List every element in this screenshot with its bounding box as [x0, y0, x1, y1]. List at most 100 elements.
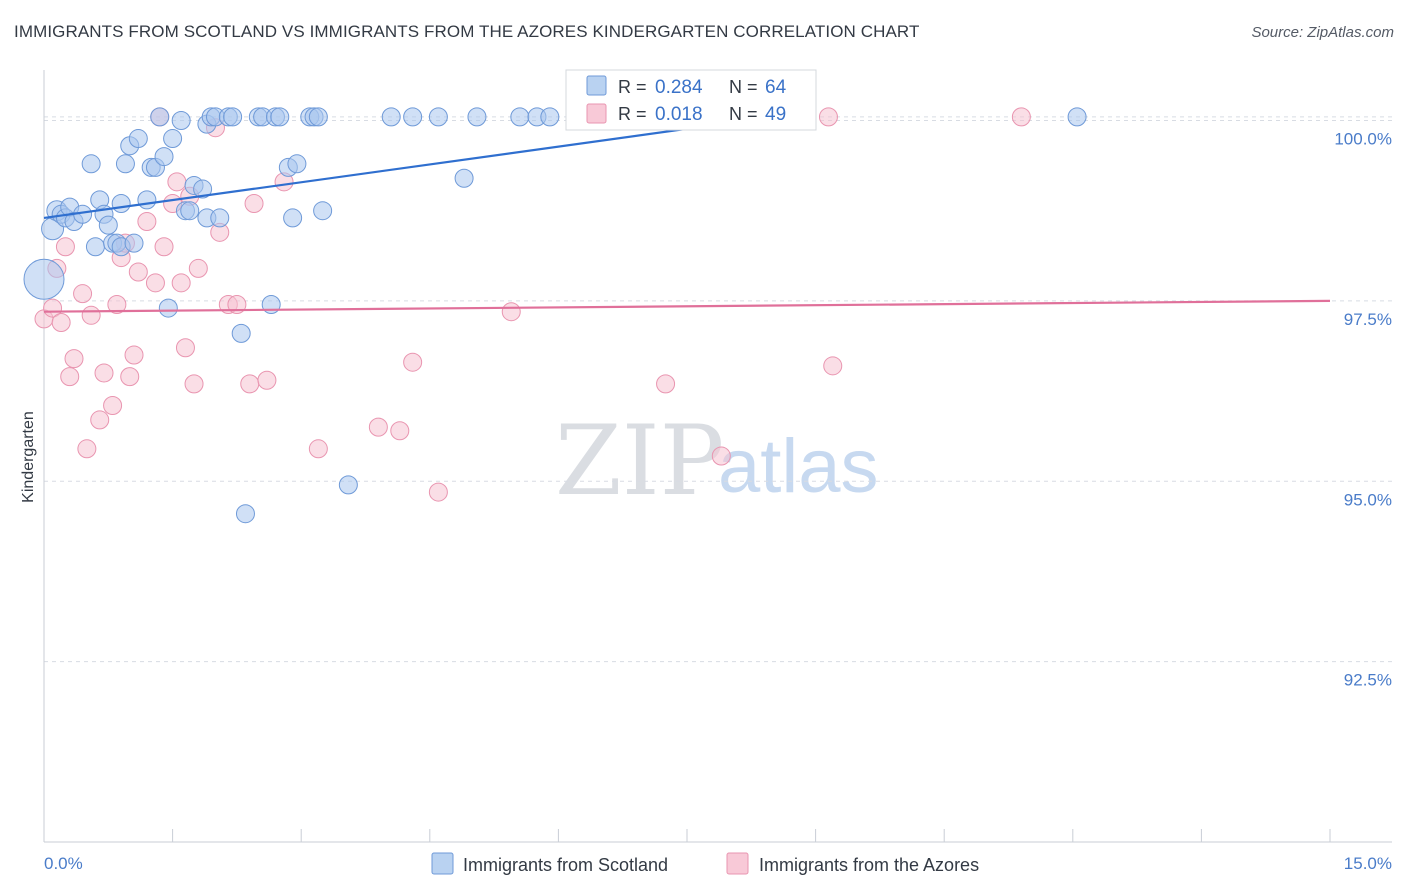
azores-point	[107, 294, 127, 314]
bottom-legend-swatch-azores	[726, 852, 749, 875]
trend-lines	[43, 115, 1331, 313]
scotland-trend-line	[43, 115, 773, 219]
scotland-point	[81, 154, 101, 174]
scotland-point	[428, 107, 448, 127]
azores-point	[368, 417, 388, 437]
scotland-point	[287, 154, 307, 174]
bottom-legend-label-scotland: Immigrants from Scotland	[463, 855, 668, 875]
azores-point	[128, 262, 148, 282]
azores-point	[403, 352, 423, 372]
azores-point	[73, 284, 93, 304]
y-tick-label: 92.5%	[1344, 671, 1392, 690]
azores-point	[171, 273, 191, 293]
azores-point	[124, 345, 144, 365]
azores-point	[656, 374, 676, 394]
azores-point	[184, 374, 204, 394]
scotland-point	[128, 129, 148, 149]
azores-point	[154, 237, 174, 257]
azores-point	[823, 356, 843, 376]
legend-r-label-azores: R =	[618, 104, 647, 124]
azores-point	[51, 313, 71, 333]
scotland-point	[231, 323, 251, 343]
chart-source: Source: ZipAtlas.com	[1251, 24, 1394, 41]
scotland-point	[163, 129, 183, 149]
scotland-point	[338, 475, 358, 495]
legend-n-value-azores: 49	[765, 104, 786, 125]
scotland-point	[540, 107, 560, 127]
watermark: ZIP atlas	[555, 405, 879, 517]
azores-point	[77, 439, 97, 459]
scotland-point	[171, 111, 191, 131]
scotland-point	[23, 258, 65, 300]
chart-title: IMMIGRANTS FROM SCOTLAND VS IMMIGRANTS F…	[14, 22, 920, 41]
y-tick-label: 95.0%	[1344, 490, 1392, 509]
bottom-legend-swatch-scotland	[431, 852, 454, 875]
azores-point	[501, 302, 521, 322]
scotland-point	[154, 147, 174, 167]
scotland-point	[137, 190, 157, 210]
legend-n-label-azores: N =	[729, 104, 758, 124]
legend-n-label-scotland: N =	[729, 77, 758, 97]
azores-point	[188, 258, 208, 278]
y-axis-title: Kindergarten	[20, 411, 37, 503]
x-tick-label-max: 15.0%	[1344, 854, 1392, 873]
azores-point	[244, 193, 264, 213]
y-tick-labels: 100.0% 97.5% 95.0% 92.5%	[1334, 130, 1392, 690]
scotland-point	[235, 504, 255, 524]
scotland-point	[85, 237, 105, 257]
azores-point	[137, 212, 157, 232]
scotland-point	[1067, 107, 1087, 127]
scotland-point	[98, 215, 118, 235]
scotland-point	[115, 154, 135, 174]
scotland-point	[510, 107, 530, 127]
azores-point	[390, 421, 410, 441]
azores-point	[145, 273, 165, 293]
legend-r-value-azores: 0.018	[655, 104, 703, 125]
azores-point	[711, 446, 731, 466]
azores-point	[94, 363, 114, 383]
legend-r-value-scotland: 0.284	[655, 77, 703, 98]
watermark-zip: ZIP	[555, 405, 724, 517]
scotland-point	[313, 201, 333, 221]
scotland-point	[454, 168, 474, 188]
scotland-point	[210, 208, 230, 228]
legend-swatch-scotland	[586, 75, 607, 96]
scotland-point	[270, 107, 290, 127]
legend-n-value-scotland: 64	[765, 77, 787, 98]
scotland-point	[308, 107, 328, 127]
scotland-point	[193, 179, 213, 199]
watermark-atlas: atlas	[718, 424, 879, 509]
series-legend: Immigrants from Scotland Immigrants from…	[431, 852, 979, 875]
azores-point	[175, 338, 195, 358]
azores-point	[60, 367, 80, 387]
azores-trend-line	[43, 299, 1331, 313]
azores-point	[428, 482, 448, 502]
azores-point	[308, 439, 328, 459]
azores-point	[64, 349, 84, 369]
azores-point	[818, 107, 838, 127]
scotland-point	[150, 107, 170, 127]
y-tick-label: 97.5%	[1344, 310, 1392, 329]
azores-point	[1011, 107, 1031, 127]
azores-point	[120, 367, 140, 387]
scotland-point	[381, 107, 401, 127]
bottom-legend-label-azores: Immigrants from the Azores	[759, 855, 979, 875]
scotland-point	[223, 107, 243, 127]
azores-point	[257, 370, 277, 390]
legend-r-label-scotland: R =	[618, 77, 647, 97]
scotland-point	[467, 107, 487, 127]
scotland-point	[283, 208, 303, 228]
azores-point	[167, 172, 187, 192]
azores-point	[55, 237, 75, 257]
y-tick-label: 100.0%	[1334, 130, 1392, 149]
correlation-legend: R = 0.284 N = 64 R = 0.018 N = 49	[565, 69, 817, 131]
scotland-point	[403, 107, 423, 127]
scotland-point	[180, 201, 200, 221]
x-tick-label-min: 0.0%	[44, 854, 83, 873]
legend-swatch-azores	[586, 103, 607, 124]
scotland-points	[23, 107, 1087, 524]
azores-point	[103, 395, 123, 415]
azores-point	[90, 410, 110, 430]
scotland-point	[124, 233, 144, 253]
